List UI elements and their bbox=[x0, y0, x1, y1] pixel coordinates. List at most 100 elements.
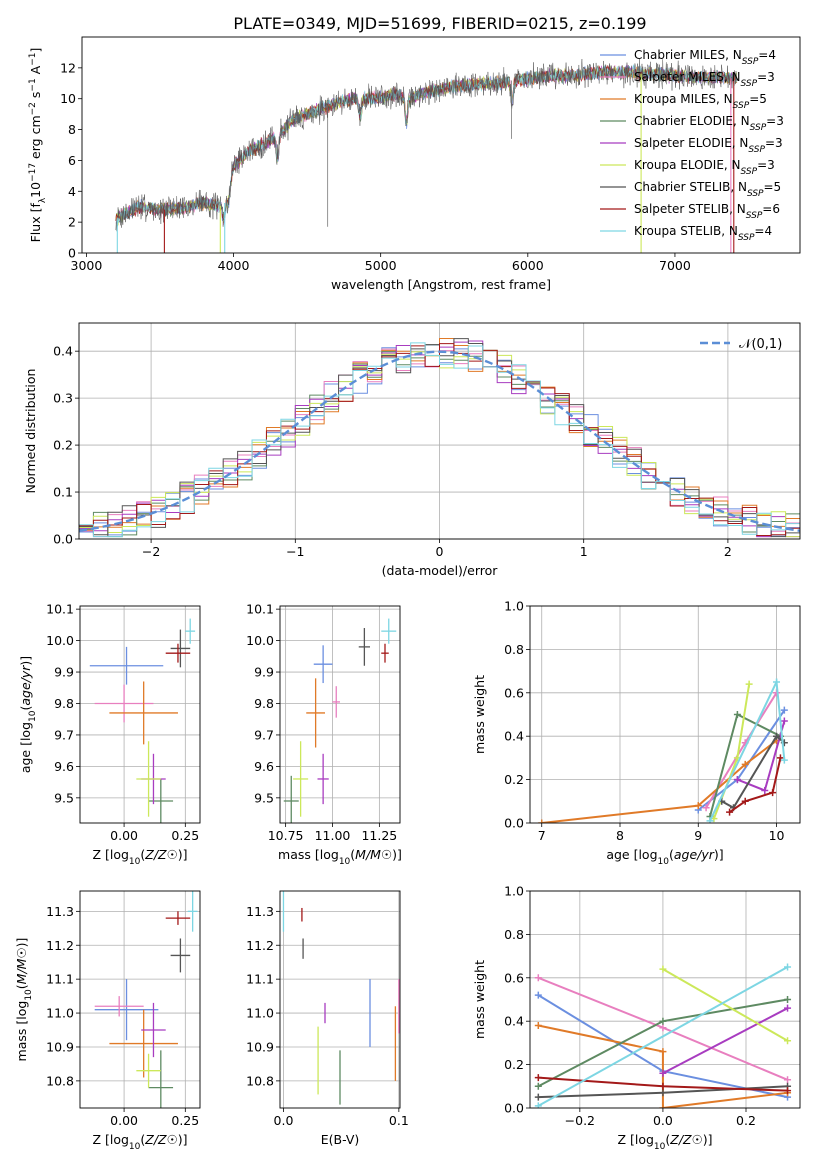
y-tick-label: 4 bbox=[68, 184, 76, 199]
series-point-marker bbox=[741, 760, 749, 768]
massweight-vs-age-panel: 7 8 9 10 0.0 0.2 0.4 0.6 0.8 1.0 age [log10(age/yr… bbox=[472, 599, 801, 867]
x-tick-label: 10.75 bbox=[268, 828, 304, 843]
series-point-marker bbox=[733, 711, 741, 718]
series-line bbox=[662, 968, 789, 1042]
plot-area bbox=[283, 618, 397, 823]
series-point-marker bbox=[706, 817, 714, 823]
age-vs-metallicity-panel: 0.00 0.25 9.5 9.6 9.7 9.8 9.9 10.0 10.1 Z [log10(… bbox=[18, 602, 201, 867]
model-spectrum-line bbox=[115, 64, 738, 224]
error-bar-point bbox=[358, 628, 370, 666]
error-bar-point bbox=[94, 996, 144, 1017]
x-tick-label: 6000 bbox=[512, 258, 544, 273]
y-tick-label: 9.7 bbox=[54, 727, 74, 742]
error-bar-point bbox=[109, 681, 178, 745]
x-axis-label: Z [log10(Z/Z☉)] bbox=[92, 1132, 187, 1152]
grid-lines bbox=[80, 606, 200, 823]
series-line-group bbox=[534, 963, 792, 1108]
x-tick-label: 11.00 bbox=[315, 828, 351, 843]
axes-frame bbox=[79, 890, 201, 1109]
y-axis-label: mass weight bbox=[472, 675, 487, 754]
x-tick-label: 5000 bbox=[365, 258, 397, 273]
error-bar-point bbox=[332, 686, 340, 718]
legend-label: Salpeter STELIB, NSSP=6 bbox=[634, 202, 780, 221]
x-tick-label: 0.2 bbox=[736, 1113, 756, 1128]
axes: 0.00 0.25 10.8 10.9 11.0 11.1 11.2 11.3 Z [log10… bbox=[14, 890, 201, 1152]
legend: 𝒩(0,1) bbox=[700, 337, 782, 352]
y-tick-label: 9.5 bbox=[54, 790, 74, 805]
plot-area bbox=[89, 618, 196, 823]
x-tick-label: −0.2 bbox=[565, 1113, 595, 1128]
histogram-series bbox=[79, 342, 800, 538]
series-point-marker bbox=[745, 680, 753, 688]
y-tick-label: 0.4 bbox=[53, 344, 73, 359]
x-tick-label: 0 bbox=[436, 544, 444, 559]
error-bar-point bbox=[94, 979, 159, 1041]
x-axis-label: Z [log10(Z/Z☉)] bbox=[617, 1132, 712, 1152]
error-bar-point bbox=[165, 911, 191, 925]
y-tick-label: 0.3 bbox=[53, 391, 73, 406]
x-axis-label: mass [log10(M/M☉)] bbox=[278, 847, 402, 867]
mass-vs-metallicity-panel: 0.00 0.25 10.8 10.9 11.0 11.1 11.2 11.3 Z [log10… bbox=[14, 890, 201, 1152]
series-line-group bbox=[534, 974, 792, 1084]
y-tick-label: 8 bbox=[68, 122, 76, 137]
y-tick-label: 2 bbox=[68, 215, 76, 230]
y-tick-label: 9.6 bbox=[54, 759, 74, 774]
series-point-marker bbox=[534, 1093, 542, 1101]
series-point-marker bbox=[538, 819, 546, 823]
error-bar-point bbox=[313, 645, 333, 684]
series-point-marker bbox=[534, 1102, 542, 1108]
x-tick-label: 9 bbox=[694, 828, 702, 843]
y-tick-label: 0.8 bbox=[504, 927, 524, 942]
series-line bbox=[538, 1024, 788, 1108]
axes-frame bbox=[279, 605, 401, 824]
grid-lines bbox=[530, 605, 800, 824]
x-tick-label: 4000 bbox=[218, 258, 250, 273]
grid-lines bbox=[280, 606, 400, 823]
series-point-marker bbox=[659, 1082, 667, 1090]
y-tick-label: 11.3 bbox=[46, 904, 74, 919]
x-tick-label: −2 bbox=[142, 544, 160, 559]
axes: −0.2 0.0 0.2 0.0 0.2 0.4 0.6 0.8 1.0 Z [log10(Z/Z… bbox=[472, 884, 801, 1152]
y-tick-label: 10.0 bbox=[46, 633, 74, 648]
series-point-marker bbox=[773, 732, 781, 740]
error-bar-point bbox=[165, 643, 191, 663]
plot-area bbox=[79, 337, 800, 538]
series-point-marker bbox=[659, 1024, 667, 1032]
y-tick-label: 0.6 bbox=[504, 685, 524, 700]
normal-reference-curve bbox=[79, 350, 800, 532]
error-bar-point bbox=[136, 741, 161, 817]
series-line bbox=[662, 1007, 789, 1075]
series-point-marker bbox=[784, 1076, 792, 1084]
axes-frame bbox=[529, 605, 801, 824]
axes: 0.0 0.1 10.8 10.9 11.0 11.1 11.2 11.3 E(B-V) bbox=[246, 890, 409, 1147]
y-tick-label: 11.0 bbox=[246, 1006, 274, 1021]
x-axis-label: Z [log10(Z/Z☉)] bbox=[92, 847, 187, 867]
legend-label: Salpeter MILES, NSSP=3 bbox=[634, 70, 775, 89]
y-tick-label: 0.4 bbox=[504, 729, 524, 744]
x-tick-label: 10 bbox=[769, 828, 785, 843]
series-point-marker bbox=[784, 996, 792, 1003]
y-tick-label: 10 bbox=[60, 91, 76, 106]
y-axis-label: Normed distribution bbox=[23, 369, 38, 494]
y-axis-label: mass [log10(M/M☉)] bbox=[14, 938, 34, 1062]
y-tick-label: 9.8 bbox=[54, 696, 74, 711]
axes-frame bbox=[81, 36, 801, 254]
x-tick-label: 8 bbox=[616, 828, 624, 843]
series-point-marker bbox=[659, 1104, 667, 1108]
series-point-marker bbox=[784, 1004, 792, 1012]
y-tick-label: 0.2 bbox=[53, 438, 73, 453]
series-line bbox=[737, 720, 786, 792]
error-bar-point bbox=[148, 1050, 174, 1108]
y-tick-label: 11.2 bbox=[46, 938, 74, 953]
axes: 7 8 9 10 0.0 0.2 0.4 0.6 0.8 1.0 age [log10(age/yr… bbox=[472, 599, 801, 867]
x-tick-label: 0.25 bbox=[171, 1113, 199, 1128]
series-line bbox=[721, 734, 785, 810]
series-point-marker bbox=[726, 808, 734, 816]
error-bar-point bbox=[283, 775, 299, 823]
figure-title: PLATE=0349, MJD=51699, FIBERID=0215, z=0… bbox=[233, 14, 646, 33]
error-bar-point bbox=[148, 778, 174, 823]
legend-label: Chabrier ELODIE, NSSP=3 bbox=[634, 114, 784, 133]
y-axis-label: age [log10(age/yr)] bbox=[18, 656, 38, 773]
y-axis-label: Flux [fλ10−17 erg cm−2 s−1 A−1] bbox=[28, 48, 48, 243]
